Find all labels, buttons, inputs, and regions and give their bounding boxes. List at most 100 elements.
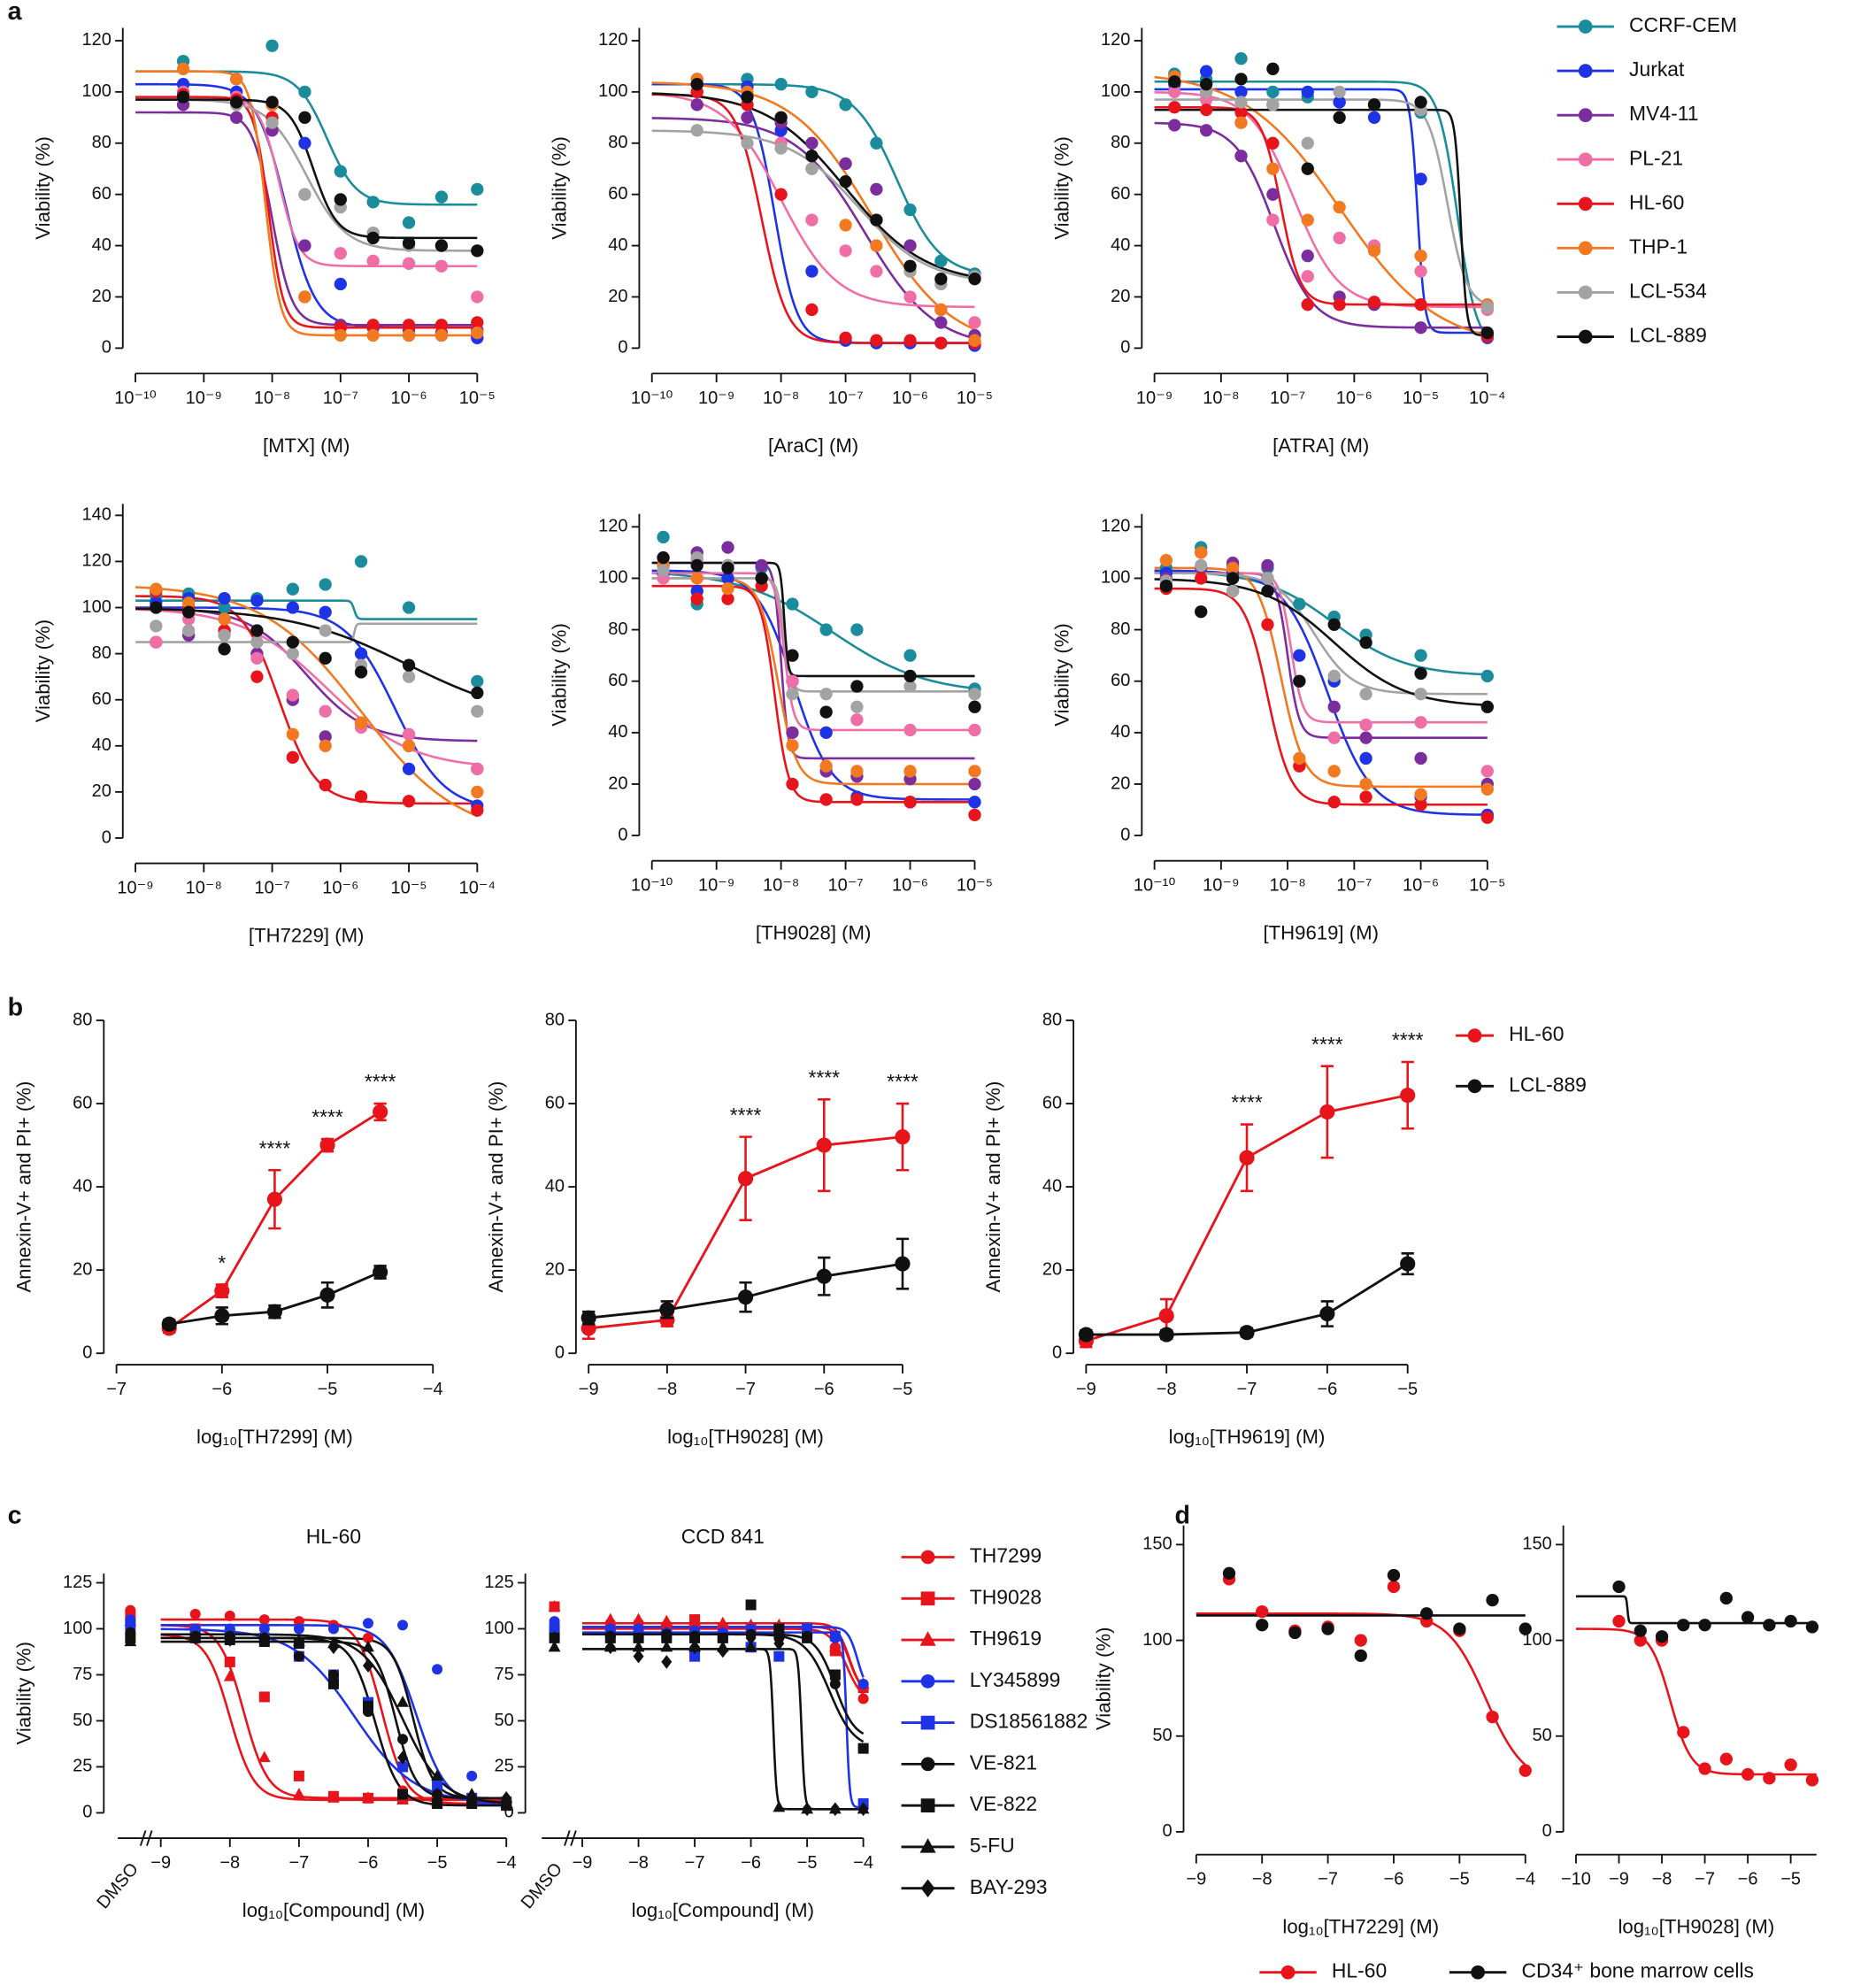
data-point — [819, 705, 833, 719]
legend-label: LY345899 — [970, 1668, 1061, 1691]
x-axis-label: [AraC] (M) — [768, 435, 858, 457]
data-point — [1266, 188, 1280, 201]
data-point — [802, 1632, 813, 1643]
data-point — [786, 726, 799, 740]
data-point — [1414, 716, 1427, 729]
y-tick-label: 75 — [73, 1665, 92, 1684]
data-point — [362, 1632, 374, 1643]
data-point — [176, 90, 190, 104]
data-point — [250, 651, 264, 665]
data-point — [258, 1623, 270, 1635]
data-point — [1234, 52, 1248, 65]
data-point — [633, 1632, 644, 1643]
data-point — [434, 319, 449, 332]
data-point — [1784, 1614, 1797, 1628]
data-point — [1414, 96, 1427, 109]
x-tick-label: 10⁻⁷ — [828, 389, 864, 408]
data-point — [773, 1636, 785, 1650]
data-point — [1634, 1624, 1647, 1637]
data-point — [1480, 765, 1494, 778]
data-point — [1367, 296, 1381, 309]
dmso-point — [125, 1620, 136, 1631]
data-point — [786, 739, 799, 752]
data-point — [1333, 111, 1346, 124]
significance: * — [218, 1251, 226, 1274]
legend-label: THP-1 — [1629, 235, 1688, 258]
data-point — [1261, 618, 1274, 631]
legend-marker — [1467, 1028, 1482, 1043]
data-point — [1634, 1634, 1647, 1647]
data-point — [1327, 669, 1341, 683]
data-point — [1301, 162, 1314, 175]
significance: **** — [259, 1136, 291, 1159]
data-point — [1367, 98, 1381, 112]
y-tick-label: 0 — [1120, 825, 1130, 844]
data-point — [968, 723, 981, 737]
legend-label: CCRF-CEM — [1629, 13, 1737, 36]
data-point — [1486, 1593, 1499, 1607]
data-point — [1655, 1630, 1669, 1643]
fit-curve — [1154, 578, 1488, 706]
y-tick-label: 20 — [608, 287, 627, 306]
y-tick-label: 20 — [73, 1259, 92, 1279]
data-point — [1480, 669, 1494, 683]
legend-marker — [1467, 1079, 1482, 1094]
x-tick-label: −9 — [579, 1380, 599, 1399]
data-point — [334, 165, 347, 178]
y-tick-label: 0 — [1542, 1821, 1552, 1841]
dmso-point — [548, 1600, 561, 1612]
data-point — [1261, 584, 1274, 598]
y-tick-label: 60 — [545, 1093, 565, 1112]
data-point — [1200, 103, 1213, 117]
data-point — [1414, 688, 1427, 701]
data-point — [1354, 1649, 1367, 1663]
significance: **** — [730, 1104, 762, 1127]
data-point — [1612, 1580, 1626, 1594]
data-point — [471, 326, 484, 340]
data-point — [373, 1104, 388, 1120]
data-point — [968, 273, 981, 286]
significance: **** — [808, 1066, 840, 1089]
fit-curve — [160, 1633, 507, 1804]
x-tick-label: 10⁻⁴ — [459, 878, 496, 897]
data-point — [850, 700, 864, 713]
data-point — [819, 793, 833, 806]
data-point — [1301, 213, 1314, 227]
x-tick-label: −9 — [150, 1853, 171, 1873]
data-point — [266, 1304, 283, 1319]
y-tick-label: 0 — [102, 827, 111, 847]
data-point — [1333, 85, 1346, 99]
y-tick-label: 100 — [81, 597, 111, 617]
significance: **** — [365, 1070, 396, 1093]
data-point — [805, 213, 819, 227]
data-point — [150, 619, 163, 633]
x-tick-label: 10⁻⁵ — [390, 878, 427, 897]
data-point — [1319, 1305, 1335, 1322]
legend-label: VE-822 — [970, 1792, 1037, 1815]
data-point — [1200, 78, 1213, 91]
data-point — [182, 624, 196, 637]
data-point — [580, 1310, 596, 1326]
data-point — [968, 316, 981, 329]
data-point — [265, 96, 279, 109]
data-point — [334, 277, 347, 291]
data-point — [224, 1656, 235, 1667]
data-point — [1414, 321, 1427, 335]
data-point — [362, 1640, 374, 1652]
x-tick-label: 10⁻⁹ — [117, 878, 153, 897]
y-tick-label: 50 — [1152, 1726, 1172, 1745]
data-point — [659, 1302, 675, 1318]
data-point — [1266, 213, 1280, 227]
fit-curve — [160, 1636, 507, 1800]
data-point — [690, 592, 704, 605]
data-point — [903, 680, 917, 693]
x-tick-label: −8 — [1652, 1870, 1672, 1889]
data-point — [224, 1610, 235, 1621]
data-point — [1195, 546, 1208, 559]
data-point — [327, 1623, 339, 1635]
x-tick-label: 10⁻⁵ — [957, 389, 993, 408]
x-tick-label: −5 — [1397, 1380, 1418, 1399]
data-point — [1677, 1726, 1690, 1739]
y-tick-label: 100 — [598, 568, 627, 588]
